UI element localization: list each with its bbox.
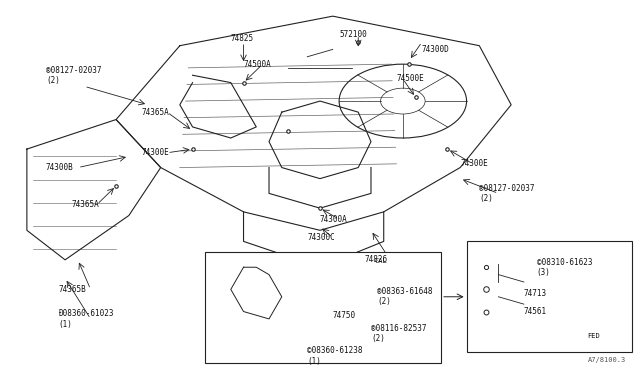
- Text: 74300D: 74300D: [422, 45, 450, 54]
- Text: 74825: 74825: [231, 34, 254, 43]
- Text: CAL: CAL: [374, 258, 387, 264]
- Text: FED: FED: [588, 333, 600, 339]
- Text: ®08363-61648
(2): ®08363-61648 (2): [378, 287, 433, 307]
- Text: 572100: 572100: [339, 30, 367, 39]
- Text: 74561: 74561: [524, 307, 547, 316]
- FancyBboxPatch shape: [467, 241, 632, 352]
- Text: 74300A: 74300A: [320, 215, 348, 224]
- Text: ®08127-02037
(2): ®08127-02037 (2): [46, 65, 102, 85]
- Text: 74365A: 74365A: [141, 108, 170, 117]
- Text: 74365A: 74365A: [72, 200, 99, 209]
- Text: ®08116-82537
(2): ®08116-82537 (2): [371, 324, 426, 343]
- Text: Ð08360-61023
(1): Ð08360-61023 (1): [59, 309, 114, 328]
- Text: A7/8100.3: A7/8100.3: [588, 357, 626, 363]
- Text: 74300B: 74300B: [46, 163, 74, 172]
- Text: ©08360-61238
(1): ©08360-61238 (1): [307, 346, 363, 366]
- Text: 74826: 74826: [365, 255, 388, 264]
- Text: 74300E: 74300E: [141, 148, 170, 157]
- Text: ©08310-61623
(3): ©08310-61623 (3): [537, 257, 592, 277]
- Text: 74713: 74713: [524, 289, 547, 298]
- FancyBboxPatch shape: [205, 253, 441, 363]
- Text: 74300C: 74300C: [307, 233, 335, 242]
- Text: 74500E: 74500E: [396, 74, 424, 83]
- Text: 74365B: 74365B: [59, 285, 86, 294]
- Text: 74300E: 74300E: [460, 159, 488, 169]
- Text: 74500A: 74500A: [244, 60, 271, 69]
- Text: 74750: 74750: [333, 311, 356, 320]
- Text: ®08127-02037
(2): ®08127-02037 (2): [479, 184, 535, 203]
